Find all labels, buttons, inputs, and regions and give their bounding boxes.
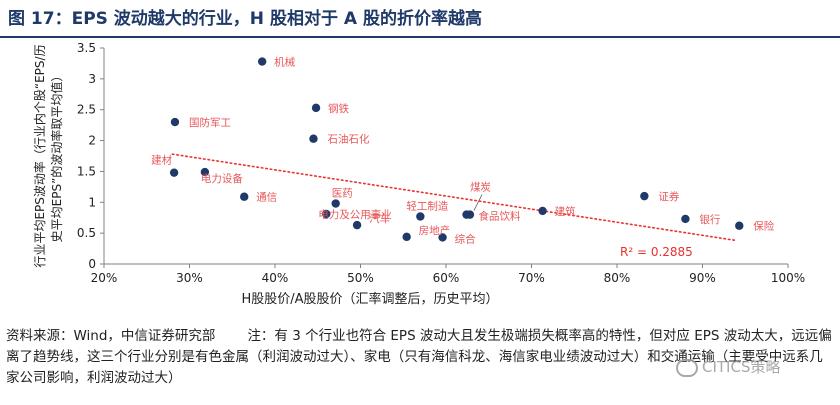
point-label: 医药 xyxy=(332,188,353,200)
point-label: 煤炭 xyxy=(470,181,491,194)
y-axis-label: 行业平均EPS波动率（行业内个股“EPS/历 史平均EPS”的波动率取平均值） xyxy=(32,44,64,267)
x-tick-label: 70% xyxy=(518,271,545,285)
x-tick-label: 30% xyxy=(176,271,203,285)
point-label: 电力及公用事业 xyxy=(318,208,392,221)
leader-line xyxy=(473,194,483,211)
trendline xyxy=(171,153,738,242)
trendline-group xyxy=(171,153,738,242)
data-point xyxy=(438,233,447,242)
source-text: 资料来源：Wind，中信证券研究部 xyxy=(6,328,216,344)
point-label: 国防军工 xyxy=(189,116,231,129)
point-label: 汽车 xyxy=(369,212,390,225)
data-point xyxy=(200,167,210,177)
x-tick-label: 20% xyxy=(91,271,118,285)
point-label: 保险 xyxy=(753,220,774,233)
title-bar: 图 17：EPS 波动越大的行业，H 股相对于 A 股的折价率越高 xyxy=(0,0,840,38)
point-label: 电力设备 xyxy=(201,172,243,185)
data-point xyxy=(416,212,425,221)
data-point xyxy=(352,220,362,230)
y-axis-label-line: 行业平均EPS波动率（行业内个股“EPS/历 xyxy=(32,44,47,267)
x-tick-label: 90% xyxy=(689,271,716,285)
watermark-text: CITICS策略 xyxy=(702,358,781,376)
y-tick-label: 1.5 xyxy=(77,164,96,178)
data-point xyxy=(402,232,411,242)
point-label: 钢铁 xyxy=(328,102,349,115)
point-label: 房地产 xyxy=(419,224,451,237)
data-point xyxy=(240,192,249,201)
x-axis-label: H股股价/A股股价（汇率调整后，历史平均） xyxy=(241,291,498,307)
data-point xyxy=(681,214,690,224)
data-point xyxy=(640,191,649,201)
x-tick-label: 50% xyxy=(347,271,374,285)
footer: 资料来源：Wind，中信证券研究部 注：有 3 个行业也符合 EPS 波动大且发生… xyxy=(6,326,832,389)
point-label: 证券 xyxy=(658,190,679,203)
x-tick-label: 80% xyxy=(604,271,631,285)
chart-title: 图 17：EPS 波动越大的行业，H 股相对于 A 股的折价率越高 xyxy=(8,9,482,29)
wechat-icon xyxy=(676,358,698,377)
y-tick-label: 0 xyxy=(88,257,96,271)
point-label: 建材 xyxy=(151,154,172,167)
data-point xyxy=(170,117,180,127)
point-label: 机械 xyxy=(274,56,295,69)
point-label: 通信 xyxy=(256,192,277,204)
data-point xyxy=(169,168,179,177)
data-point xyxy=(331,199,340,208)
data-point xyxy=(309,134,318,143)
note-text: 注：有 3 个行业也符合 EPS 波动大且发生极端损失概率高的特性，但对应 EP… xyxy=(6,328,832,386)
x-tick-label: 100% xyxy=(771,271,805,285)
scatter-chart: 0 0.5 1 1.5 2 2.5 3 3.5 20% 30% 40% 50% 60% 70% 80% 90%… xyxy=(32,41,805,307)
y-tick-label: 1 xyxy=(88,195,96,209)
data-point xyxy=(538,206,547,216)
y-tick-label: 2.5 xyxy=(77,103,96,117)
y-tick-label: 2 xyxy=(88,134,96,148)
r-squared-label: R² = 0.2885 xyxy=(620,245,693,259)
data-points xyxy=(169,57,744,242)
tick-labels: 0 0.5 1 1.5 2 2.5 3 3.5 20% 30% 40% 50% 60% 70% 80% 90%… xyxy=(77,41,805,285)
point-label: 石油石化 xyxy=(327,133,369,146)
y-tick-label: 3 xyxy=(88,72,96,86)
point-label: 轻工制造 xyxy=(406,199,448,212)
x-tick-label: 60% xyxy=(433,271,460,285)
y-tick-label: 0.5 xyxy=(77,226,96,240)
y-tick-label: 3.5 xyxy=(77,41,96,55)
y-axis-label-line: 史平均EPS”的波动率取平均值） xyxy=(49,70,64,243)
point-label: 综合 xyxy=(455,232,476,245)
point-label: 银行 xyxy=(699,213,720,226)
data-point xyxy=(257,57,267,66)
data-point xyxy=(322,209,331,219)
point-label: 食品饮料 xyxy=(479,210,521,223)
data-point xyxy=(735,221,744,230)
point-label: 建筑 xyxy=(555,205,576,218)
x-tick-label: 40% xyxy=(262,271,289,285)
data-point xyxy=(311,103,321,113)
watermark: CITICS策略 xyxy=(676,356,780,377)
data-point xyxy=(462,210,471,219)
